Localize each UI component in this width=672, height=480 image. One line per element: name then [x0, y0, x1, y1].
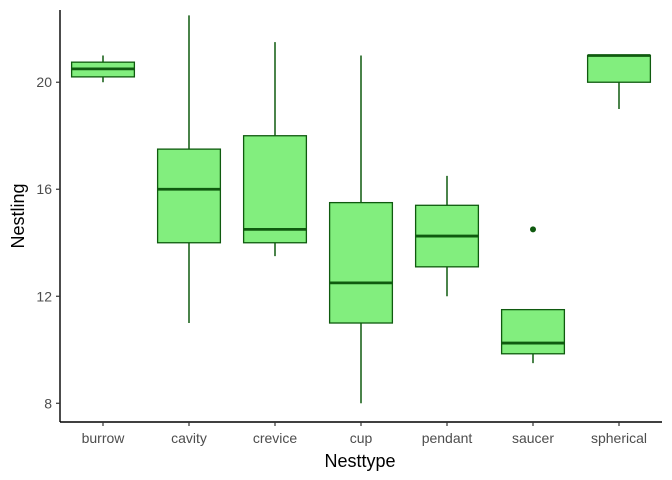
- y-tick-label: 16: [36, 181, 52, 197]
- x-axis-ticks: burrow cavity crevice cup pendant saucer spher…: [82, 422, 647, 446]
- box-crevice: [242, 42, 308, 257]
- box-pendant: [414, 175, 480, 297]
- y-axis-ticks: 8 12 16 20: [36, 74, 60, 411]
- x-tick-label: spherical: [591, 430, 647, 446]
- y-tick-label: 8: [44, 395, 52, 411]
- box-cup: [328, 55, 394, 404]
- box-body: [586, 54, 652, 83]
- outlier-point: [530, 226, 536, 233]
- box-cavity: [156, 15, 222, 324]
- x-tick-label: crevice: [253, 430, 298, 446]
- box-spherical: [586, 54, 652, 109]
- y-tick-label: 20: [36, 74, 52, 90]
- x-tick-label: cup: [350, 430, 373, 446]
- y-axis-title: Nestling: [8, 183, 28, 248]
- box-body: [500, 308, 566, 355]
- x-tick-label: cavity: [171, 430, 207, 446]
- box-body: [156, 148, 222, 244]
- box-burrow: [70, 55, 136, 83]
- box-body: [328, 201, 394, 324]
- y-tick-label: 12: [36, 288, 52, 304]
- x-tick-label: saucer: [512, 430, 554, 446]
- x-tick-label: pendant: [422, 430, 473, 446]
- box-saucer: [500, 226, 566, 364]
- plot-marks: [70, 15, 652, 404]
- x-tick-label: burrow: [82, 430, 126, 446]
- box-body: [242, 135, 308, 244]
- x-axis-title: Nesttype: [324, 451, 395, 471]
